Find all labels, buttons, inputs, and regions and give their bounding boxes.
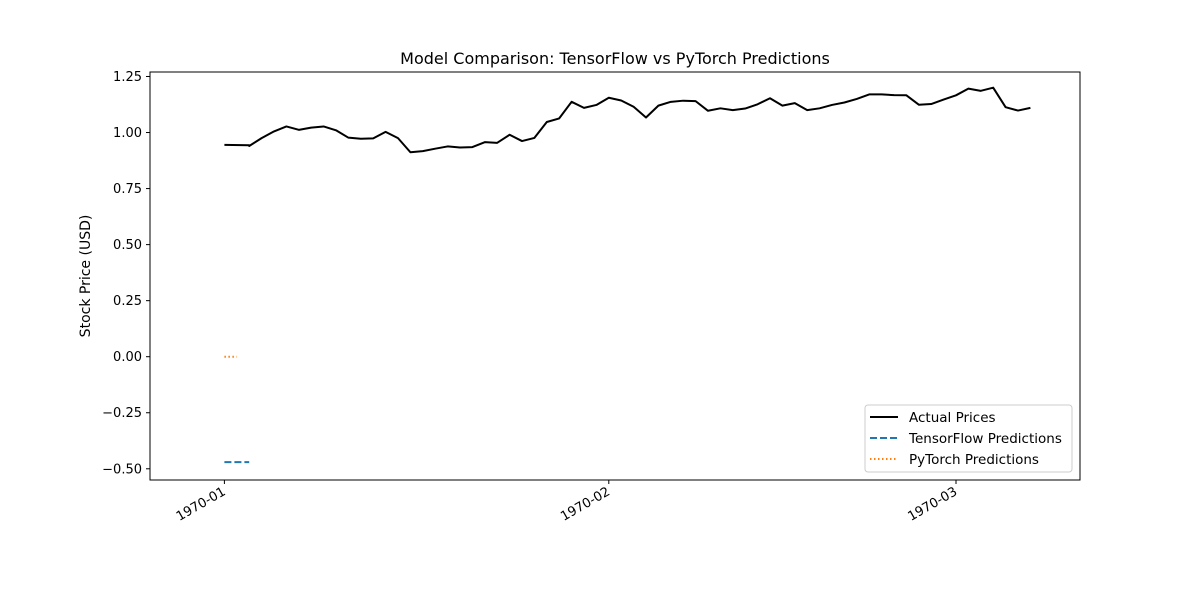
series-line-1 (224, 86, 1031, 154)
y-tick-label: 1.00 (113, 126, 142, 141)
series-layer (224, 86, 1031, 464)
y-tick-label: 0.75 (113, 182, 142, 197)
legend-label-1: Actual Prices (909, 410, 996, 426)
y-axis-label: Stock Price (USD) (78, 215, 94, 338)
legend-label-3: PyTorch Predictions (909, 452, 1039, 468)
chart-title: Model Comparison: TensorFlow vs PyTorch … (400, 49, 830, 68)
plot-area (149, 71, 1081, 481)
y-tick-label: 0.25 (113, 294, 142, 309)
plot-frame (149, 71, 1081, 481)
y-tick-label: −0.50 (102, 462, 142, 477)
legend: Actual Prices TensorFlow Predictions PyTor… (864, 404, 1073, 473)
y-tick-label: −0.25 (102, 406, 142, 421)
y-tick-label: 1.25 (113, 70, 142, 85)
y-axis: −0.50 −0.25 0.00 0.25 0.50 0.75 1.00 1.25 (102, 70, 150, 477)
y-tick-label: 0.00 (113, 350, 142, 365)
legend-label-2: TensorFlow Predictions (908, 431, 1062, 447)
y-tick-label: 0.50 (113, 238, 142, 253)
legend-box (864, 404, 1073, 473)
